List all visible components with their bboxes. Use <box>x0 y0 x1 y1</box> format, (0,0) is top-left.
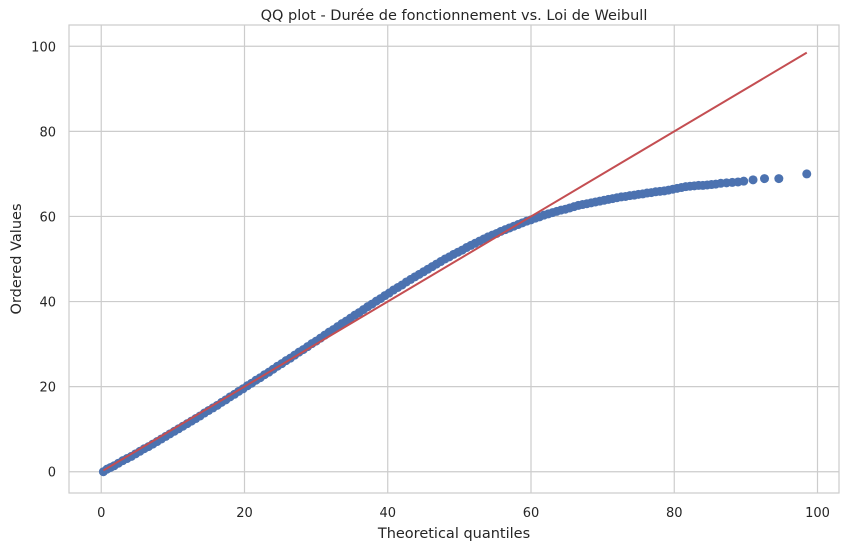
y-tick-label: 40 <box>39 296 56 311</box>
data-point <box>802 169 812 179</box>
data-points <box>98 169 812 477</box>
y-axis-title: Ordered Values <box>9 204 25 315</box>
fit-line <box>102 51 808 472</box>
y-tick-labels: 0 20 40 60 80 100 <box>31 40 56 480</box>
x-tick-label: 60 <box>523 506 540 521</box>
y-tick-label: 100 <box>31 40 56 55</box>
x-tick-label: 100 <box>805 506 830 521</box>
data-point <box>774 174 784 184</box>
x-tick-label: 80 <box>666 506 683 521</box>
chart-title: QQ plot - Durée de fonctionnement vs. Lo… <box>261 8 648 24</box>
grid-lines <box>69 25 839 493</box>
x-tick-label: 20 <box>236 506 253 521</box>
plot-frame <box>68 24 840 494</box>
data-point <box>739 176 749 186</box>
data-point <box>760 174 770 184</box>
x-tick-label: 0 <box>97 506 105 521</box>
y-tick-label: 20 <box>39 381 56 396</box>
y-tick-label: 0 <box>48 466 56 481</box>
x-axis-title: Theoretical quantiles <box>377 526 530 542</box>
data-point <box>748 175 758 185</box>
x-tick-labels: 0 20 40 60 80 100 <box>97 506 830 521</box>
y-tick-label: 80 <box>39 125 56 140</box>
plot-border <box>68 24 840 494</box>
x-tick-label: 40 <box>379 506 396 521</box>
fit-line-group <box>102 51 808 472</box>
y-tick-label: 60 <box>39 210 56 225</box>
